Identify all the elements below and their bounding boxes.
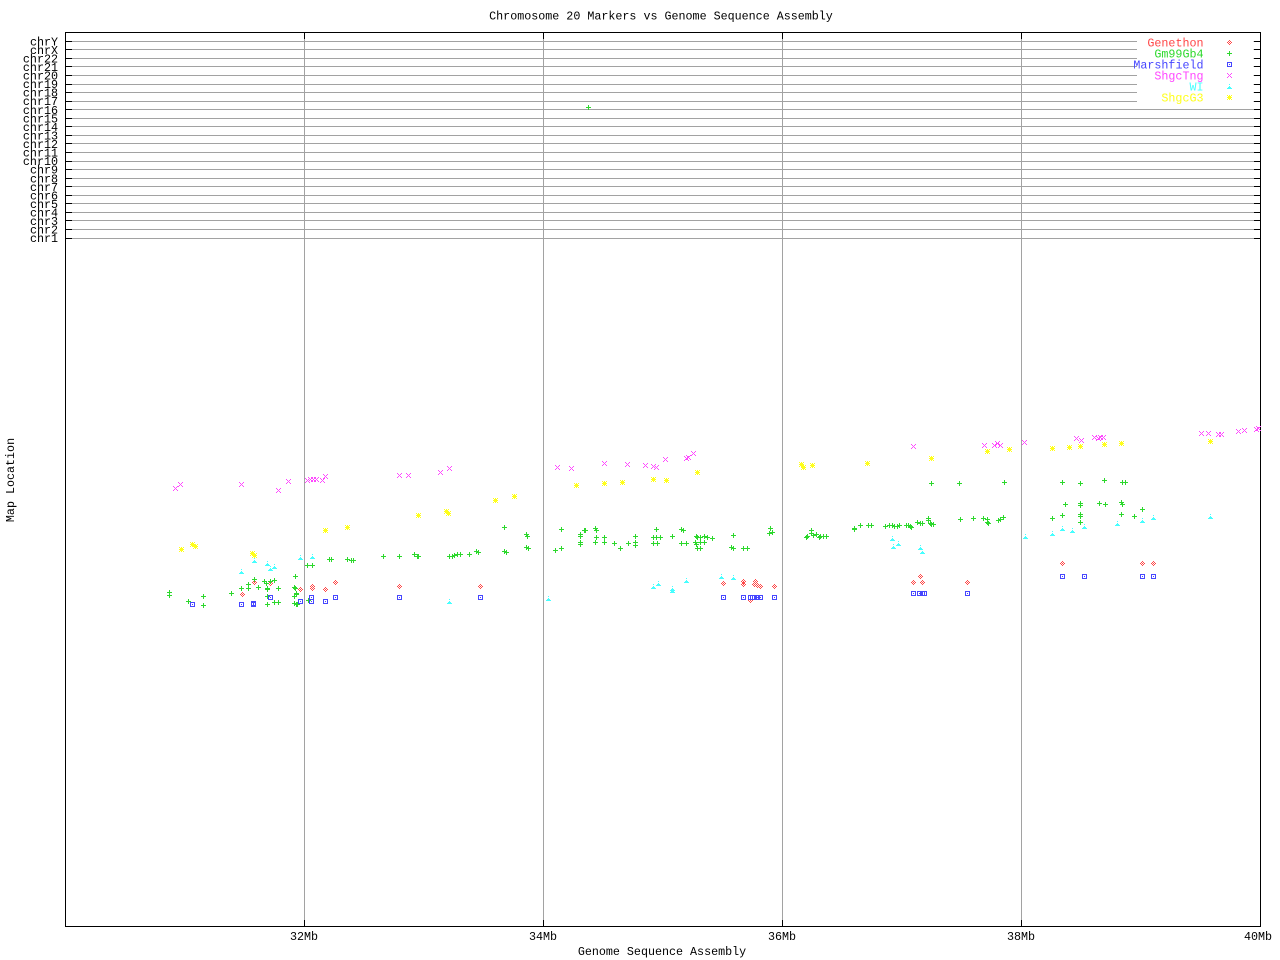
svg-text:chr14: chr14	[23, 121, 58, 135]
svg-text:chr8: chr8	[30, 172, 58, 186]
svg-text:chr16: chr16	[23, 104, 58, 118]
svg-text:chr18: chr18	[23, 87, 58, 101]
svg-text:chr7: chr7	[30, 181, 58, 195]
svg-text:34Mb: 34Mb	[529, 930, 557, 944]
svg-text:chr11: chr11	[23, 147, 58, 161]
svg-text:chr19: chr19	[23, 78, 58, 92]
svg-text:chr10: chr10	[23, 155, 58, 169]
svg-text:ShgcG3: ShgcG3	[1161, 92, 1203, 106]
svg-text:chr6: chr6	[30, 189, 58, 203]
svg-text:Gm99Gb4: Gm99Gb4	[1154, 48, 1203, 62]
svg-text:32Mb: 32Mb	[290, 930, 318, 944]
svg-text:chr5: chr5	[30, 198, 58, 212]
svg-text:chr15: chr15	[23, 112, 58, 126]
svg-text:chr17: chr17	[23, 95, 58, 109]
svg-text:WI: WI	[1189, 81, 1203, 95]
svg-text:chr1: chr1	[30, 232, 58, 246]
svg-text:chr22: chr22	[23, 52, 58, 66]
svg-text:chr12: chr12	[23, 138, 58, 152]
svg-text:Chromosome 20 Markers vs Genom: Chromosome 20 Markers vs Genome Sequence…	[489, 10, 833, 24]
svg-text:38Mb: 38Mb	[1007, 930, 1035, 944]
svg-text:36Mb: 36Mb	[768, 930, 796, 944]
svg-text:chr21: chr21	[23, 61, 58, 75]
svg-text:chrY: chrY	[30, 35, 58, 49]
svg-text:Map Location: Map Location	[4, 438, 18, 522]
svg-text:40Mb: 40Mb	[1244, 930, 1272, 944]
svg-text:chrX: chrX	[30, 44, 58, 58]
svg-text:Marshfield: Marshfield	[1133, 59, 1203, 73]
svg-text:chr2: chr2	[30, 224, 58, 238]
svg-text:chr9: chr9	[30, 164, 58, 178]
svg-text:Genethon: Genethon	[1147, 37, 1203, 51]
svg-text:Genome Sequence Assembly: Genome Sequence Assembly	[578, 945, 746, 959]
svg-text:ShgcTng: ShgcTng	[1154, 70, 1203, 84]
svg-text:chr3: chr3	[30, 215, 58, 229]
svg-text:chr20: chr20	[23, 70, 58, 84]
svg-text:chr4: chr4	[30, 207, 58, 221]
svg-text:chr13: chr13	[23, 130, 58, 144]
